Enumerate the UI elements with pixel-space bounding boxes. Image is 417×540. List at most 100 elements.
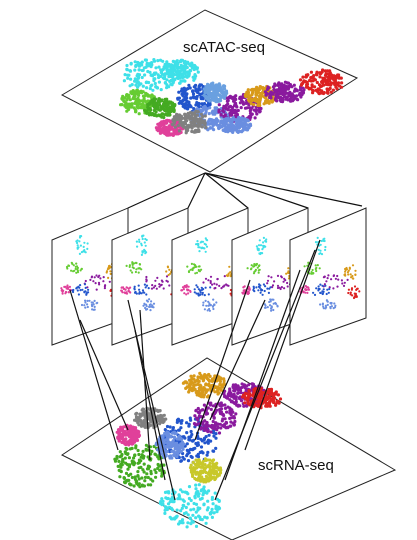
cell-dot — [191, 268, 194, 272]
cell-dot — [64, 292, 67, 295]
cell-dot — [312, 272, 315, 275]
cell-dot — [222, 114, 226, 118]
cell-dot — [119, 103, 123, 107]
cell-dot — [214, 410, 218, 414]
cell-dot — [246, 123, 250, 127]
cell-dot — [166, 63, 170, 67]
cell-dot — [243, 401, 247, 405]
cell-dot — [196, 70, 200, 74]
cell-dot — [79, 244, 82, 247]
cell-dot — [133, 101, 137, 105]
cell-dot — [264, 91, 269, 95]
cell-dot — [240, 121, 244, 125]
cell-dot — [221, 424, 225, 428]
cell-dot — [143, 283, 146, 286]
cell-dot — [255, 245, 258, 248]
cell-dot — [137, 102, 141, 106]
cell-dot — [189, 522, 193, 526]
cell-dot — [186, 124, 190, 128]
cell-dot — [146, 455, 150, 459]
cell-dot — [194, 408, 198, 412]
cell-dot — [266, 306, 269, 309]
cell-dot — [119, 465, 123, 469]
cell-dot — [141, 102, 145, 106]
cell-dot — [196, 286, 199, 289]
cell-dot — [138, 288, 141, 291]
cell-dot — [193, 494, 197, 499]
cell-dot — [199, 293, 202, 296]
cell-dot — [307, 288, 310, 291]
cell-dot — [183, 122, 187, 126]
cell-dot — [247, 292, 250, 296]
cell-dot — [192, 501, 196, 506]
cell-dot — [207, 98, 211, 102]
cell-dot — [195, 97, 199, 101]
cell-dot — [224, 107, 228, 111]
cell-dot — [154, 279, 157, 282]
cell-dot — [154, 101, 158, 105]
cell-dot — [200, 119, 204, 123]
cell-dot — [321, 91, 326, 96]
cell-dot — [199, 384, 203, 388]
cell-dot — [137, 452, 141, 457]
cell-dot — [346, 278, 349, 281]
cell-dot — [246, 290, 249, 293]
cell-dot — [196, 478, 200, 482]
cell-dot — [197, 390, 201, 394]
cell-dot — [266, 279, 270, 282]
cell-dot — [194, 487, 198, 491]
cell-dot — [146, 308, 149, 311]
cell-dot — [349, 273, 352, 276]
cell-dot — [206, 428, 210, 432]
cell-dot — [141, 449, 145, 453]
cell-dot — [323, 76, 327, 80]
cell-dot — [209, 386, 213, 390]
cell-dot — [86, 247, 89, 250]
cell-dot — [190, 113, 194, 117]
cell-dot — [154, 85, 158, 89]
cell-dot — [236, 385, 240, 389]
cell-dot — [264, 245, 267, 248]
cell-dot — [240, 382, 244, 386]
cell-dot — [181, 521, 185, 525]
cell-dot — [138, 240, 141, 243]
cell-dot — [129, 77, 133, 81]
cell-dot — [214, 108, 218, 112]
cell-dot — [274, 302, 278, 305]
cell-dot — [142, 250, 145, 253]
cell-dot — [208, 469, 212, 473]
cell-dot — [119, 425, 123, 429]
cell-dot — [124, 433, 128, 437]
cell-dot — [152, 59, 157, 63]
cell-dot — [203, 247, 206, 250]
cell-dot — [320, 239, 323, 243]
cell-dot — [286, 285, 289, 288]
cell-dot — [210, 507, 214, 511]
cell-dot — [251, 90, 255, 94]
cell-dot — [208, 126, 212, 130]
cell-dot — [188, 386, 193, 391]
cell-dot — [193, 63, 197, 68]
cell-dot — [261, 248, 264, 251]
cell-dot — [246, 90, 251, 94]
cell-dot — [241, 102, 246, 106]
cell-dot — [285, 272, 288, 275]
cell-dot — [83, 283, 87, 286]
cell-dot — [163, 490, 168, 494]
cell-dot — [229, 117, 234, 122]
cell-dot — [155, 287, 158, 290]
cell-dot — [198, 83, 202, 87]
cell-dot — [351, 264, 355, 267]
cell-dot — [170, 64, 174, 68]
cell-dot — [133, 453, 137, 457]
cell-dot — [176, 117, 180, 121]
cell-dot — [339, 76, 343, 80]
cell-dot — [253, 264, 256, 267]
cell-dot — [193, 446, 197, 450]
cell-dot — [275, 99, 279, 103]
cell-dot — [287, 85, 291, 89]
cell-dot — [354, 273, 357, 276]
cell-dot — [133, 94, 137, 98]
cell-dot — [199, 489, 203, 493]
cell-dot — [206, 441, 210, 445]
